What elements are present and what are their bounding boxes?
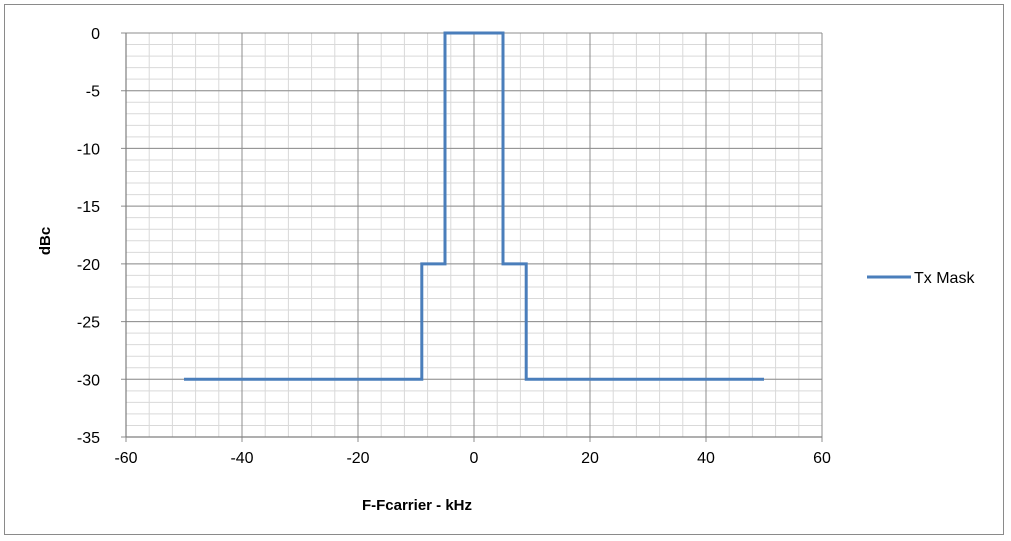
y-tick-label: -35	[77, 430, 100, 447]
chart-frame: -60 -40 -20 0 20 40 60 0 -5 -10 -15 -20 -25 -30 -35 F…	[4, 4, 1004, 535]
y-tick-label: -10	[77, 141, 100, 158]
chart-svg: -60 -40 -20 0 20 40 60 0 -5 -10 -15 -20 -25 -30 -35 F…	[37, 26, 975, 514]
x-tick-label: 0	[470, 450, 479, 467]
x-axis-title: F-Fcarrier - kHz	[362, 497, 472, 514]
y-tick-label: -5	[86, 84, 100, 101]
y-tick-label: -15	[77, 199, 100, 216]
y-tick-label: 0	[91, 26, 100, 43]
x-tick-label: 60	[813, 450, 831, 467]
plot-axes	[125, 33, 822, 438]
y-tick-labels: 0 -5 -10 -15 -20 -25 -30 -35	[77, 26, 100, 447]
series-line-tx-mask	[184, 31, 764, 381]
x-tick-label: -60	[114, 450, 137, 467]
x-tick-label: 40	[697, 450, 715, 467]
legend: Tx Mask	[867, 270, 975, 287]
y-tick-label: -20	[77, 257, 100, 274]
y-axis-title: dBc	[37, 227, 54, 255]
y-tick-label: -25	[77, 315, 100, 332]
y-tick-label: -30	[77, 372, 100, 389]
series-layer	[184, 31, 764, 381]
x-tick-label: 20	[581, 450, 599, 467]
x-tick-label: -20	[346, 450, 369, 467]
legend-label-tx-mask: Tx Mask	[914, 270, 975, 287]
x-tick-label: -40	[230, 450, 253, 467]
x-tick-labels: -60 -40 -20 0 20 40 60	[114, 450, 831, 467]
